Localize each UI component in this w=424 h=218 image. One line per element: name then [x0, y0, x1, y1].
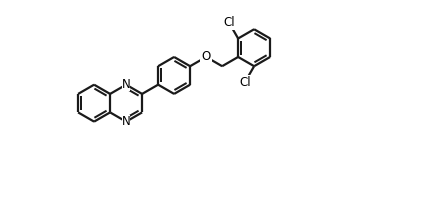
- Text: N: N: [122, 115, 131, 128]
- Text: Cl: Cl: [223, 16, 235, 29]
- Text: Cl: Cl: [239, 76, 251, 89]
- Text: O: O: [201, 50, 211, 63]
- Text: N: N: [122, 78, 131, 91]
